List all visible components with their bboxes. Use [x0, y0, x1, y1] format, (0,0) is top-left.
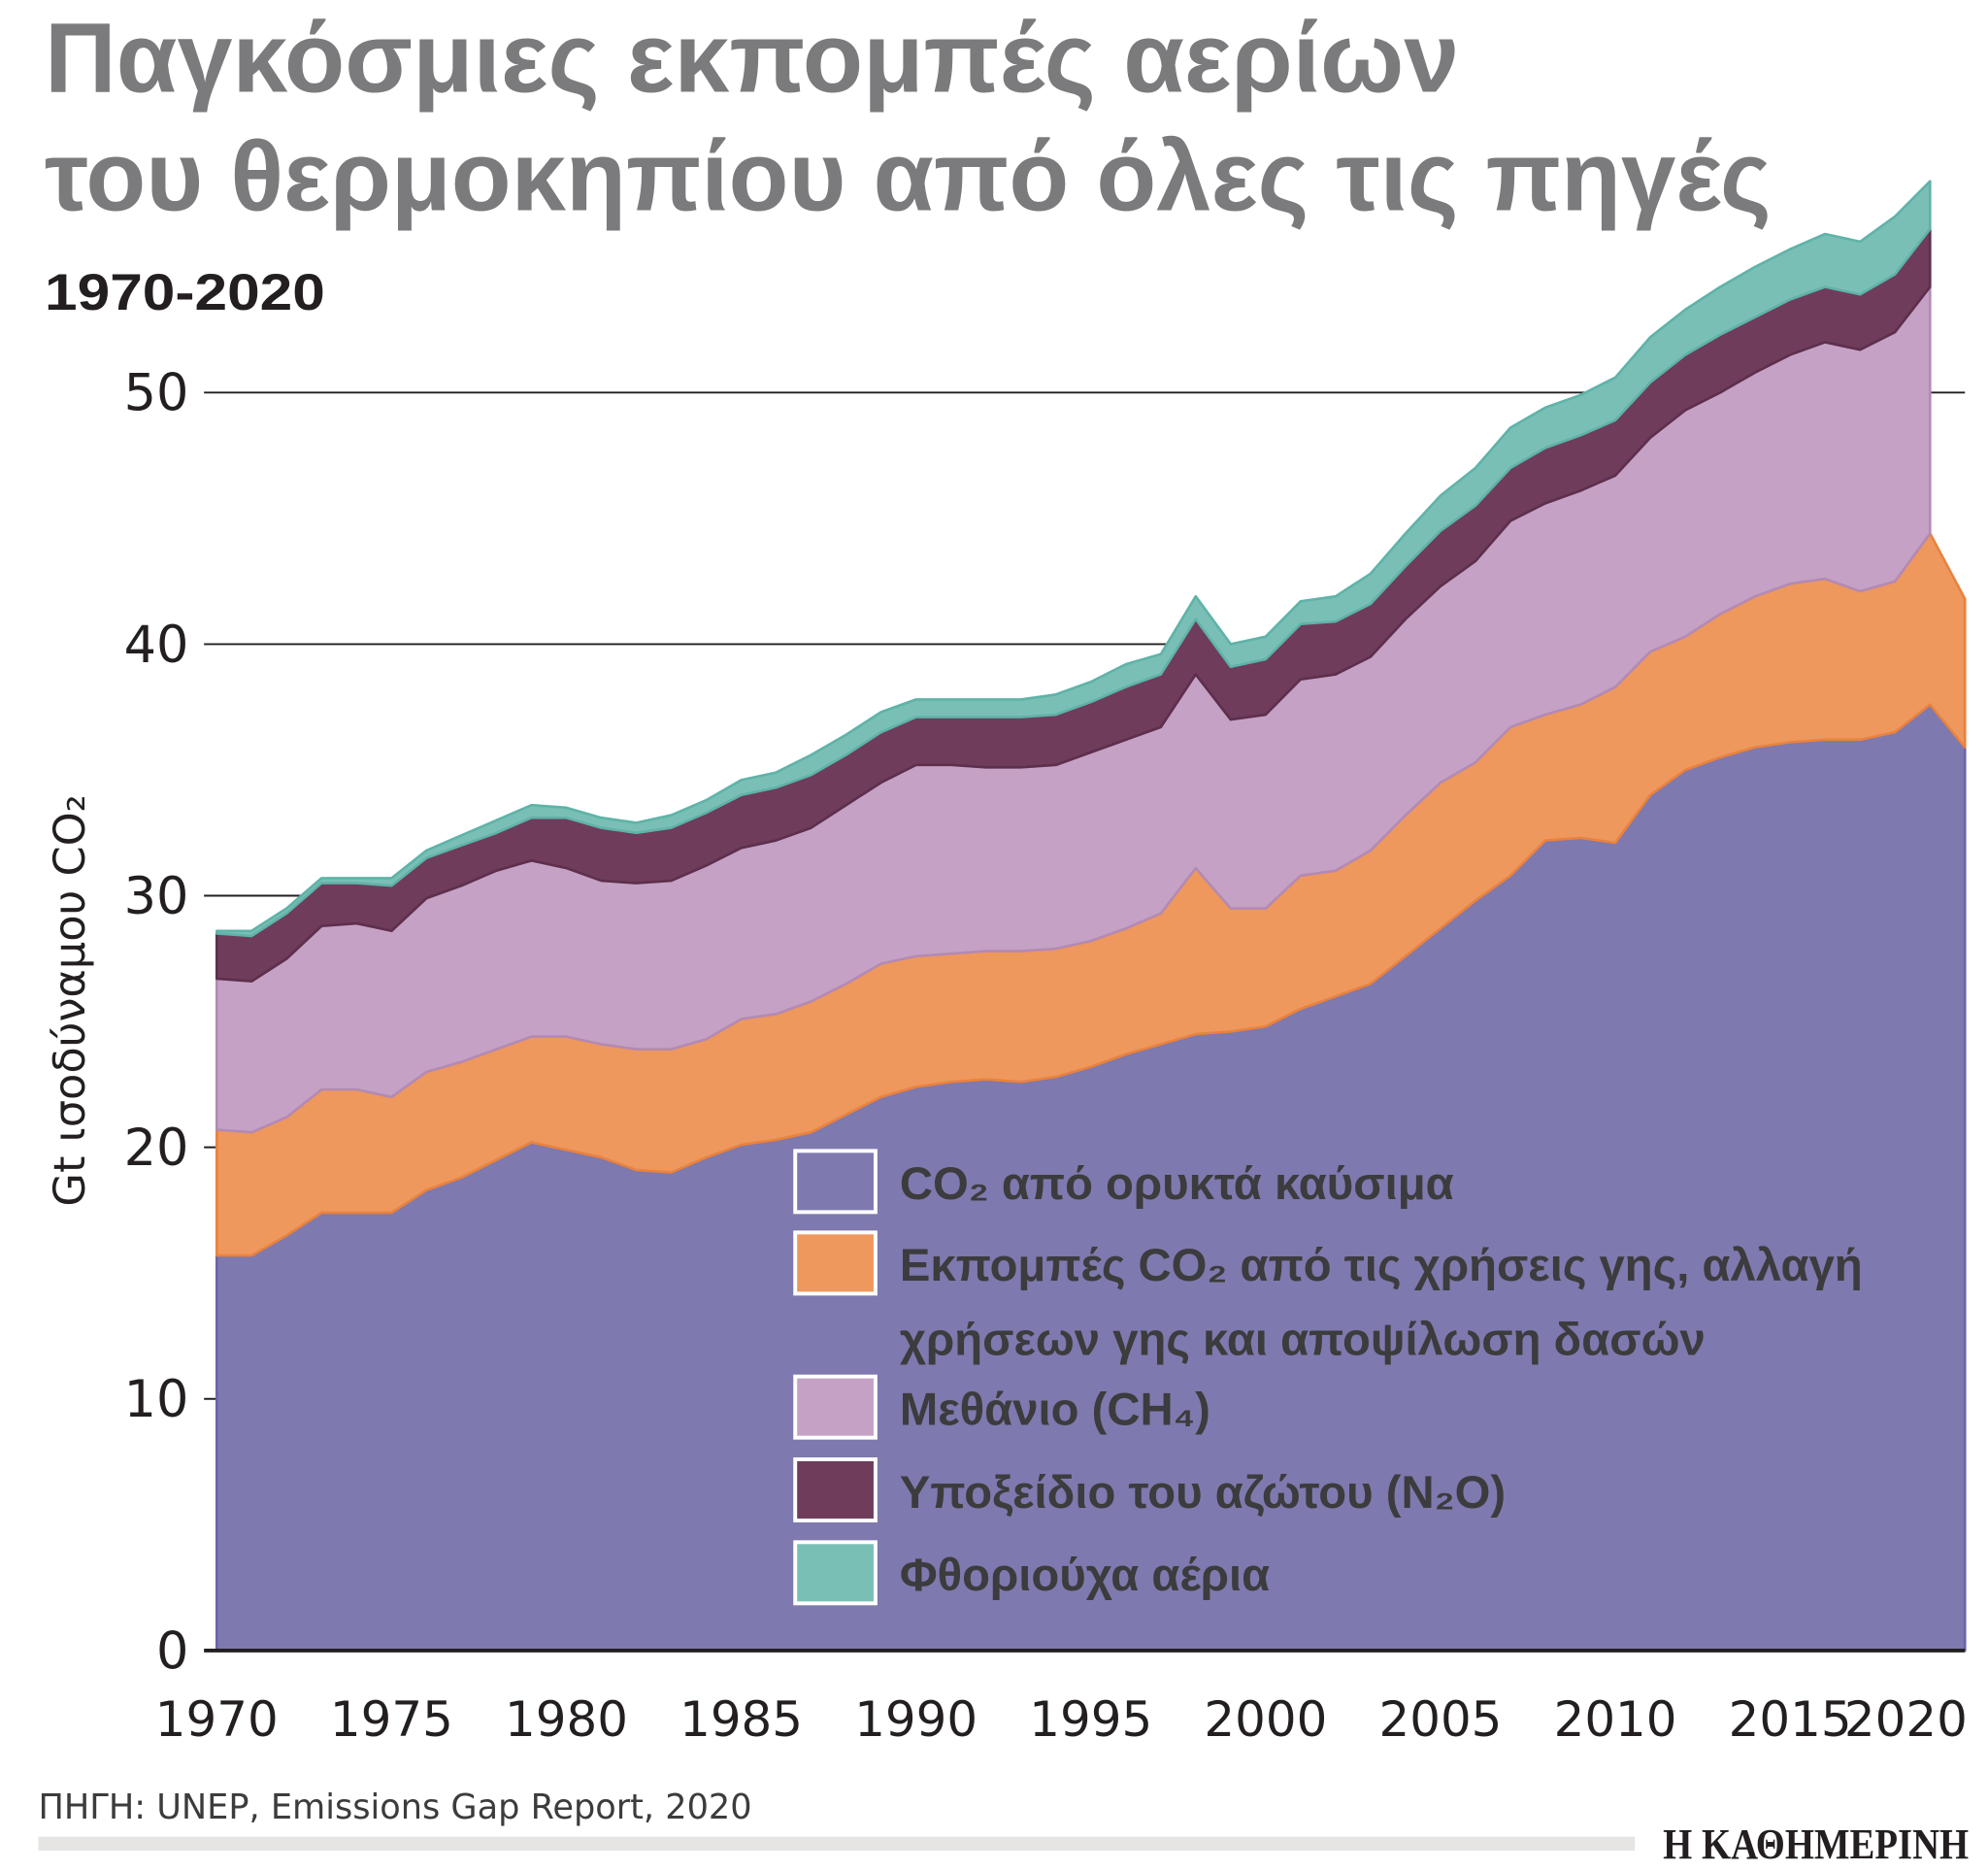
x-tick-label: 1985 — [679, 1691, 803, 1748]
legend: CO₂ από ορυκτά καύσιμα Εκπομπές CO₂ από τ… — [793, 1149, 1863, 1606]
legend-label: Μεθάνιο (CH₄) — [900, 1385, 1210, 1436]
source-note: ΠΗΓΗ: UNEP, Emissions Gap Report, 2020 — [38, 1787, 751, 1827]
x-tick-label: 2020 — [1844, 1691, 1968, 1748]
y-tick-label: 40 — [124, 616, 189, 675]
x-tick-label: 1990 — [854, 1691, 977, 1748]
legend-swatch — [793, 1374, 878, 1440]
chart-title-line2: του θερμοκηπίου από όλες τις πηγές — [45, 120, 1772, 232]
x-tick-label: 2015 — [1729, 1691, 1852, 1748]
y-tick-label: 50 — [124, 364, 189, 423]
legend-label: Φθοριούχα αέρια — [900, 1550, 1270, 1601]
x-tick-label: 1975 — [330, 1691, 453, 1748]
x-tick-label: 1980 — [505, 1691, 628, 1748]
x-tick-label: 2005 — [1378, 1691, 1502, 1748]
x-tick-label: 1970 — [155, 1691, 279, 1748]
chart-subtitle: 1970-2020 — [45, 264, 325, 321]
legend-swatch — [793, 1230, 878, 1296]
legend-swatch — [793, 1149, 878, 1215]
y-axis-ticks: 0 10 20 30 40 50 — [124, 364, 189, 1682]
y-tick-label: 30 — [124, 867, 189, 926]
y-tick-label: 0 — [156, 1621, 188, 1681]
legend-label: χρήσεων γης και αποψίλωση δασών — [900, 1314, 1706, 1365]
y-tick-label: 20 — [124, 1119, 189, 1178]
footer-bar — [38, 1836, 1636, 1851]
legend-label: CO₂ από ορυκτά καύσιμα — [900, 1158, 1454, 1210]
legend-label: Εκπομπές CO₂ από τις χρήσεις γης, αλλαγή — [900, 1240, 1863, 1291]
legend-swatch — [793, 1457, 878, 1522]
stacked-areas — [215, 180, 1967, 1653]
legend-label: Υποξείδιο του αζώτου (N₂O) — [900, 1467, 1506, 1519]
x-tick-label: 2010 — [1554, 1691, 1677, 1748]
x-axis-ticks: 1970 1975 1980 1985 1990 1995 2000 2005 2010 2015… — [155, 1691, 1968, 1748]
x-tick-label: 2000 — [1204, 1691, 1327, 1748]
chart-title-line1: Παγκόσμιες εκπομπές αερίων — [45, 2, 1459, 114]
y-tick-label: 10 — [124, 1370, 189, 1429]
y-axis-label: Gt ισοδύναμου CO₂ — [45, 794, 95, 1206]
publisher-logo: Η ΚΑΘΗΜΕΡΙΝΗ — [1663, 1820, 1969, 1868]
legend-swatch — [793, 1540, 878, 1606]
x-tick-label: 1995 — [1029, 1691, 1152, 1748]
area-fluorinated-gases — [215, 180, 1932, 938]
